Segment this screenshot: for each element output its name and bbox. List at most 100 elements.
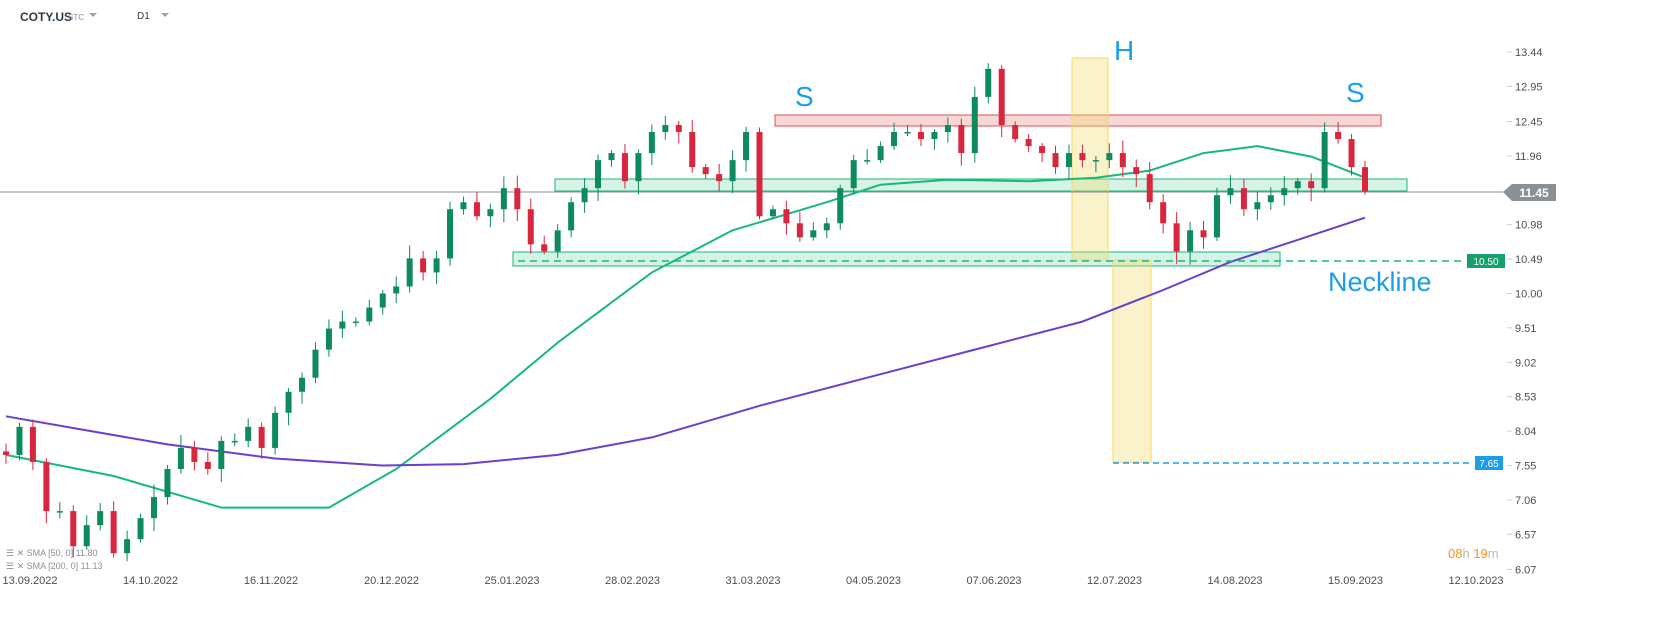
exchange-label: STC: [68, 13, 84, 22]
neckline-price-badge: [1467, 254, 1505, 268]
candle-body: [1240, 188, 1247, 210]
candle: [1119, 140, 1126, 178]
candle-body: [272, 412, 279, 448]
x-tick-label: 07.06.2023: [966, 575, 1021, 587]
sma50-line: [5, 145, 1366, 509]
candle-body: [864, 160, 871, 162]
candle-body: [447, 209, 454, 259]
candle-body: [958, 125, 965, 154]
candle: [971, 86, 978, 163]
y-tick-label: 10.98: [1515, 220, 1543, 232]
candle-body: [137, 518, 144, 540]
candle: [1335, 122, 1342, 144]
candle-body: [487, 209, 494, 217]
candle-body: [514, 188, 521, 210]
candle-body: [1119, 153, 1126, 168]
candle-body: [366, 307, 373, 322]
candle: [29, 419, 36, 471]
right-shoulder-label: S: [1346, 77, 1365, 108]
candle: [70, 505, 77, 558]
symbol-dropdown-icon[interactable]: [89, 13, 97, 17]
candle: [339, 310, 346, 339]
candle-body: [406, 258, 413, 287]
candle: [1065, 144, 1072, 180]
y-tick-label: 12.45: [1515, 116, 1543, 128]
candle-body: [29, 426, 36, 462]
x-tick-label: 12.07.2023: [1087, 575, 1142, 587]
candle: [16, 422, 23, 461]
candle: [151, 484, 158, 532]
candle: [675, 120, 682, 144]
candle: [1348, 134, 1355, 176]
candle: [635, 149, 642, 195]
y-tick-label: 12.95: [1515, 81, 1543, 93]
candle-body: [769, 209, 776, 217]
candle: [796, 211, 803, 242]
candle-body: [743, 132, 750, 161]
candle-body: [689, 132, 696, 168]
y-tick-label: 9.02: [1515, 357, 1536, 369]
timeframe-selector[interactable]: D1: [137, 11, 150, 22]
candle-body: [1348, 139, 1355, 168]
timeframe-dropdown-icon[interactable]: [161, 13, 169, 17]
candle-body: [675, 125, 682, 133]
candle-body: [1321, 132, 1328, 189]
candle: [702, 164, 709, 179]
candle-body: [810, 230, 817, 238]
candle-body: [985, 68, 992, 97]
x-tick-label: 13.09.2022: [2, 575, 57, 587]
head-height-box: [1071, 57, 1109, 261]
y-tick-label: 11.96: [1515, 151, 1542, 163]
y-tick-label: 10.00: [1515, 288, 1543, 300]
neckline-label: Neckline: [1328, 267, 1432, 297]
candle: [393, 276, 400, 304]
symbol-selector[interactable]: COTY.US: [20, 10, 73, 24]
candle: [648, 124, 655, 166]
candle: [1133, 159, 1140, 188]
candle: [204, 452, 211, 475]
resistance-zone: [774, 114, 1382, 127]
x-tick-label: 12.10.2023: [1448, 575, 1503, 587]
candle: [1146, 162, 1153, 210]
timer-hours: 08: [1448, 546, 1463, 561]
candle: [541, 235, 548, 255]
candle-body: [1012, 125, 1019, 140]
y-tick-label: 9.51: [1515, 323, 1536, 335]
candle: [985, 63, 992, 104]
y-tick-label: 8.04: [1515, 426, 1536, 438]
candle: [621, 144, 628, 189]
legend-sma200[interactable]: ☰ ✕ SMA [200, 0] 11.13: [6, 561, 103, 571]
candle: [1173, 212, 1180, 264]
candle-body: [662, 125, 669, 133]
candle: [299, 372, 306, 404]
candle: [379, 290, 386, 315]
candle: [1200, 220, 1207, 249]
x-tick-label: 15.09.2023: [1328, 575, 1383, 587]
candle: [83, 515, 90, 550]
candle-body: [1039, 146, 1046, 154]
candle: [1254, 191, 1261, 221]
candle: [164, 464, 171, 505]
candle: [743, 126, 750, 172]
candle: [527, 198, 534, 254]
candle-body: [1362, 167, 1368, 192]
candle-body: [1281, 188, 1288, 196]
candle-body: [877, 146, 884, 161]
candle: [1294, 177, 1301, 195]
timer-minutes: 19: [1473, 546, 1488, 561]
candle: [500, 176, 507, 223]
candle-body: [648, 132, 655, 154]
candle: [904, 124, 911, 136]
candle: [1362, 161, 1368, 195]
candle: [1160, 194, 1167, 234]
legend-sma50[interactable]: ☰ ✕ SMA [50, 0] 11.80: [6, 548, 98, 558]
candle: [662, 116, 669, 140]
candle: [595, 154, 602, 202]
candle: [716, 163, 723, 192]
head-label: H: [1114, 35, 1134, 66]
left-shoulder-label: S: [795, 81, 814, 112]
candle: [769, 205, 776, 220]
candle-body: [460, 202, 467, 210]
candle-body: [1267, 195, 1274, 203]
